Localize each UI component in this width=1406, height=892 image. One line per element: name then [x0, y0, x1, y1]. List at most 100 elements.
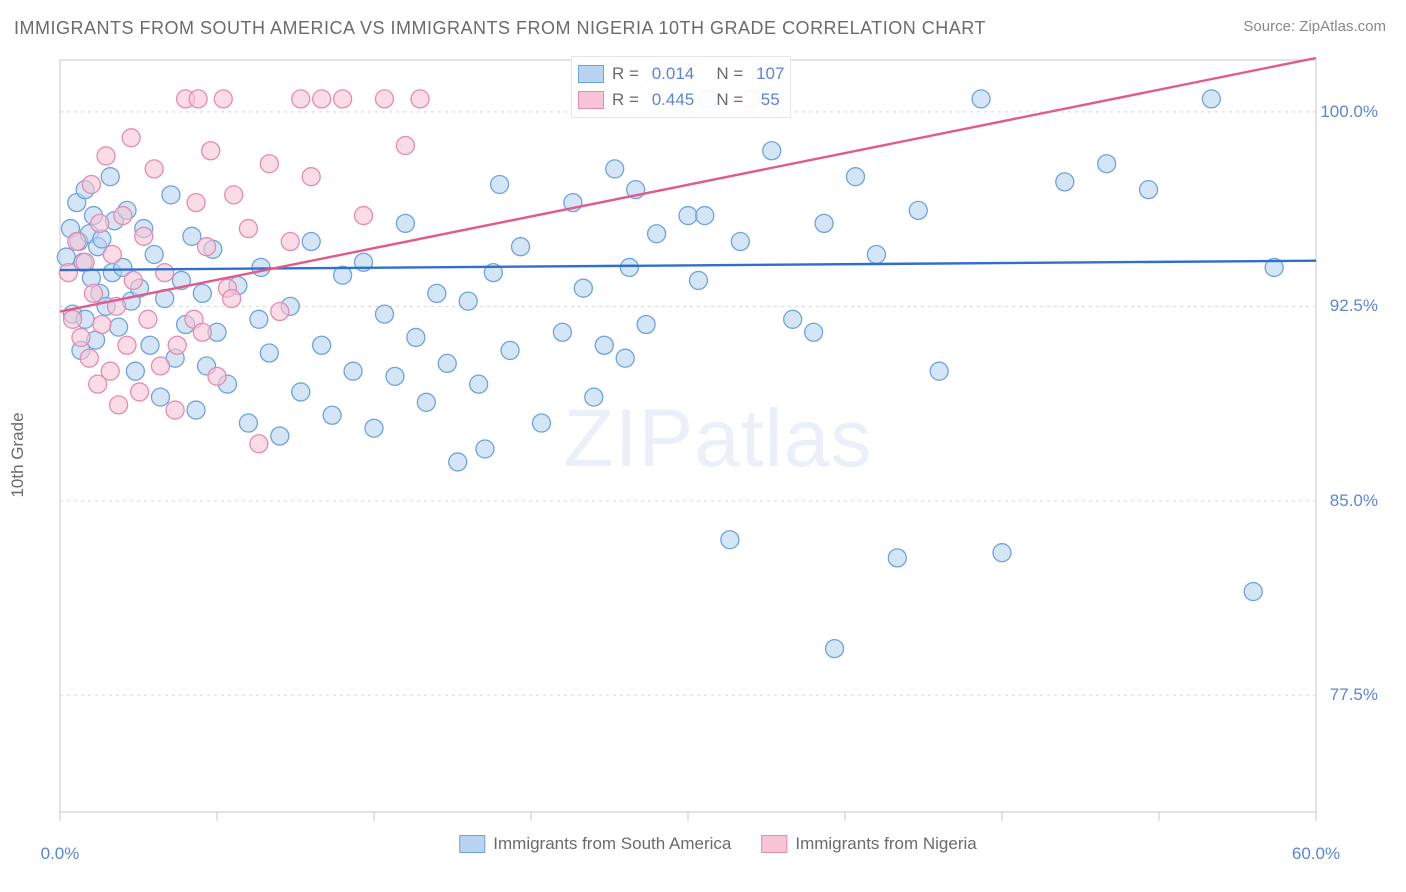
scatter-plot-svg [50, 50, 1386, 860]
chart-container: IMMIGRANTS FROM SOUTH AMERICA VS IMMIGRA… [0, 0, 1406, 892]
legend-row-nigeria: R = 0.445 N = 55 [578, 87, 784, 113]
legend-item-nigeria: Immigrants from Nigeria [761, 834, 976, 854]
data-point-nigeria [396, 137, 414, 155]
data-point-south_america [162, 186, 180, 204]
data-point-nigeria [281, 233, 299, 251]
data-point-nigeria [156, 264, 174, 282]
data-point-south_america [909, 201, 927, 219]
data-point-nigeria [225, 186, 243, 204]
data-point-south_america [417, 393, 435, 411]
legend-label: Immigrants from Nigeria [795, 834, 976, 854]
data-point-nigeria [84, 284, 102, 302]
data-point-nigeria [82, 175, 100, 193]
data-point-south_america [151, 388, 169, 406]
data-point-nigeria [103, 245, 121, 263]
data-point-south_america [846, 168, 864, 186]
data-point-nigeria [124, 271, 142, 289]
data-point-south_america [470, 375, 488, 393]
data-point-nigeria [166, 401, 184, 419]
legend-item-south_america: Immigrants from South America [459, 834, 731, 854]
chart-title: IMMIGRANTS FROM SOUTH AMERICA VS IMMIGRA… [14, 18, 986, 39]
data-point-south_america [1056, 173, 1074, 191]
correlation-legend: R = 0.014 N = 107R = 0.445 N = 55 [571, 56, 791, 118]
data-point-nigeria [59, 264, 77, 282]
data-point-nigeria [72, 328, 90, 346]
data-point-nigeria [202, 142, 220, 160]
data-point-south_america [595, 336, 613, 354]
y-tick-label: 92.5% [1330, 296, 1378, 316]
data-point-south_america [491, 175, 509, 193]
trend-line-south_america [60, 261, 1316, 270]
data-point-south_america [292, 383, 310, 401]
legend-swatch [459, 835, 485, 853]
data-point-nigeria [93, 315, 111, 333]
source-link[interactable]: ZipAtlas.com [1299, 18, 1386, 35]
data-point-nigeria [239, 220, 257, 238]
data-point-nigeria [135, 227, 153, 245]
data-point-south_america [239, 414, 257, 432]
data-point-south_america [396, 214, 414, 232]
data-point-south_america [696, 207, 714, 225]
axes [60, 60, 1316, 821]
legend-swatch [578, 65, 604, 83]
data-point-south_america [574, 279, 592, 297]
data-point-nigeria [214, 90, 232, 108]
data-point-nigeria [168, 336, 186, 354]
data-point-nigeria [131, 383, 149, 401]
data-point-south_america [532, 414, 550, 432]
data-point-south_america [763, 142, 781, 160]
y-tick-label: 85.0% [1330, 491, 1378, 511]
data-point-nigeria [411, 90, 429, 108]
data-point-south_america [1244, 583, 1262, 601]
series-legend: Immigrants from South America Immigrants … [453, 832, 982, 856]
data-point-south_america [826, 640, 844, 658]
data-point-south_america [501, 341, 519, 359]
data-point-nigeria [250, 435, 268, 453]
data-point-south_america [365, 419, 383, 437]
data-point-south_america [101, 168, 119, 186]
data-point-south_america [449, 453, 467, 471]
data-point-south_america [459, 292, 477, 310]
data-point-south_america [606, 160, 624, 178]
data-point-nigeria [110, 396, 128, 414]
legend-label: Immigrants from South America [493, 834, 731, 854]
gridlines [60, 112, 1316, 695]
data-point-south_america [250, 310, 268, 328]
data-point-nigeria [114, 207, 132, 225]
source-label: Source: [1243, 18, 1299, 35]
data-point-south_america [620, 258, 638, 276]
legend-swatch [578, 91, 604, 109]
data-point-south_america [193, 284, 211, 302]
data-point-south_america [428, 284, 446, 302]
data-point-nigeria [64, 310, 82, 328]
data-point-nigeria [271, 303, 289, 321]
data-point-south_america [1140, 181, 1158, 199]
data-point-south_america [637, 315, 655, 333]
data-point-south_america [110, 318, 128, 336]
source-attribution: Source: ZipAtlas.com [1243, 18, 1386, 35]
x-tick-label: 60.0% [1292, 844, 1340, 864]
y-tick-label: 77.5% [1330, 685, 1378, 705]
data-point-south_america [689, 271, 707, 289]
data-point-south_america [344, 362, 362, 380]
data-point-south_america [302, 233, 320, 251]
x-tick-label: 0.0% [41, 844, 80, 864]
data-points [57, 90, 1283, 658]
data-point-south_america [679, 207, 697, 225]
data-point-south_america [972, 90, 990, 108]
data-point-south_america [187, 401, 205, 419]
data-point-south_america [323, 406, 341, 424]
legend-row-south_america: R = 0.014 N = 107 [578, 61, 784, 87]
data-point-nigeria [292, 90, 310, 108]
plot-area: 10th Grade ZIPatlas 77.5%85.0%92.5%100.0… [50, 50, 1386, 860]
data-point-nigeria [189, 90, 207, 108]
data-point-south_america [476, 440, 494, 458]
data-point-south_america [375, 305, 393, 323]
data-point-south_america [867, 245, 885, 263]
data-point-south_america [616, 349, 634, 367]
data-point-south_america [815, 214, 833, 232]
data-point-south_america [784, 310, 802, 328]
data-point-south_america [930, 362, 948, 380]
data-point-south_america [145, 245, 163, 263]
data-point-nigeria [139, 310, 157, 328]
